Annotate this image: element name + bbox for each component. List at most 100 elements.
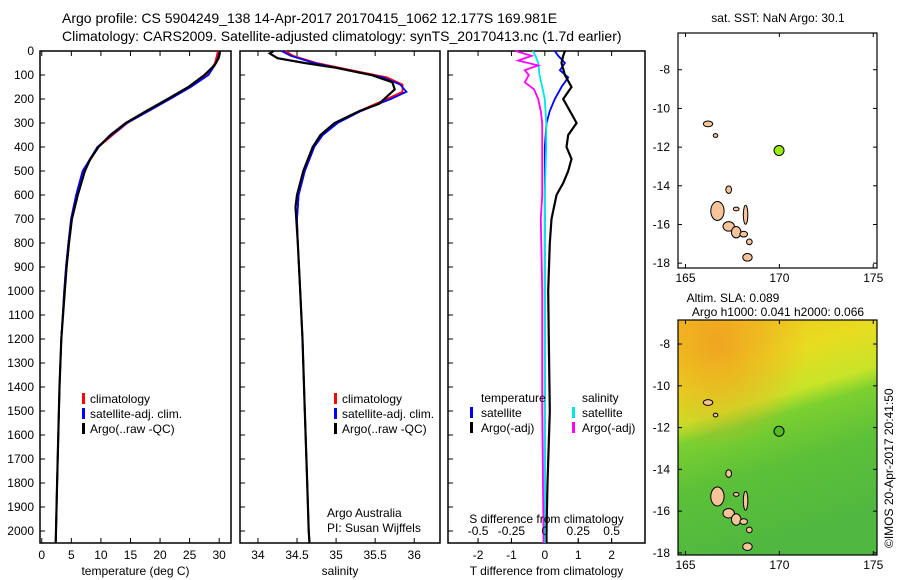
y-tick-label: -12 bbox=[653, 421, 671, 435]
series-line-salinity-argo-adj- bbox=[514, 50, 545, 543]
island bbox=[745, 526, 753, 534]
s-tick-label: 0.5 bbox=[603, 524, 620, 538]
map-frame bbox=[677, 319, 878, 556]
island bbox=[710, 486, 725, 507]
x-tick-label: 0 bbox=[541, 548, 548, 562]
legend-swatch bbox=[572, 407, 575, 418]
x-tick-label: 2 bbox=[608, 548, 615, 562]
y-tick-label: 1400 bbox=[7, 380, 34, 394]
x-tick-label: 25 bbox=[183, 548, 197, 562]
y-tick-label: 1600 bbox=[7, 428, 34, 442]
legend-label: satellite-adj. clim. bbox=[342, 407, 434, 421]
imos-credit: ©IMOS 20-Apr-2017 20:41:50 bbox=[882, 388, 896, 548]
y-tick-label: 1000 bbox=[7, 284, 34, 298]
legend-label: satellite-adj. clim. bbox=[90, 407, 182, 421]
s-axis-label: S difference from climatology bbox=[469, 512, 624, 526]
argo-location-marker bbox=[773, 145, 785, 157]
annotation-text: PI: Susan Wijffels bbox=[327, 521, 421, 535]
y-tick-label: -14 bbox=[653, 462, 671, 476]
island bbox=[730, 226, 742, 239]
y-tick-label: 1900 bbox=[7, 500, 34, 514]
s-tick-label: 0 bbox=[541, 524, 548, 538]
y-tick-label: -8 bbox=[659, 337, 670, 351]
x-tick-label: -2 bbox=[473, 548, 484, 562]
plot-frame bbox=[39, 50, 232, 544]
y-tick-label: -10 bbox=[653, 101, 671, 115]
panel-temperature bbox=[39, 50, 232, 544]
y-tick-label: 700 bbox=[14, 212, 34, 226]
title-line-1: Argo profile: CS 5904249_138 14-Apr-2017… bbox=[62, 10, 557, 26]
x-tick-label: 10 bbox=[94, 548, 108, 562]
x-tick-label: 36 bbox=[408, 548, 422, 562]
y-tick-label: 1800 bbox=[7, 476, 34, 490]
x-tick-label: 20 bbox=[153, 548, 167, 562]
y-tick-label: -18 bbox=[653, 546, 671, 560]
plot-frame bbox=[239, 50, 441, 544]
legend-label: satellite bbox=[582, 406, 623, 420]
island bbox=[742, 490, 749, 511]
panel-difference bbox=[447, 50, 646, 544]
x-tick-label: 35 bbox=[329, 548, 343, 562]
y-tick-label: -10 bbox=[653, 379, 671, 393]
x-tick-label: 35.5 bbox=[363, 548, 387, 562]
x-axis-label: salinity bbox=[322, 564, 359, 578]
y-tick-label: 800 bbox=[14, 236, 34, 250]
legend-swatch bbox=[334, 408, 337, 419]
y-tick-label: 200 bbox=[14, 92, 34, 106]
y-tick-label: 1700 bbox=[7, 452, 34, 466]
legend-swatch bbox=[82, 423, 85, 434]
series-line-argo-raw-qc- bbox=[54, 51, 221, 544]
legend-label: Argo(-adj) bbox=[582, 421, 635, 435]
legend-label: climatology bbox=[342, 392, 402, 406]
sla-field-high bbox=[678, 320, 877, 555]
panel-map-sla bbox=[677, 319, 878, 556]
y-tick-label: 1300 bbox=[7, 356, 34, 370]
island bbox=[732, 206, 740, 212]
legend-label: Argo(..raw -QC) bbox=[342, 422, 427, 436]
y-tick-label: 400 bbox=[14, 140, 34, 154]
panel-map-sst bbox=[677, 32, 878, 269]
x-tick-label: 30 bbox=[212, 548, 226, 562]
map-title: sat. SST: NaN Argo: 30.1 bbox=[711, 11, 845, 25]
x-tick-label: 170 bbox=[769, 271, 789, 285]
y-tick-label: 900 bbox=[14, 260, 34, 274]
legend-swatch bbox=[470, 407, 473, 418]
island bbox=[702, 120, 714, 128]
panel-salinity bbox=[239, 50, 441, 544]
island bbox=[732, 492, 740, 497]
island bbox=[742, 253, 753, 262]
legend-label: climatology bbox=[90, 392, 150, 406]
x-tick-label: 175 bbox=[863, 271, 883, 285]
x-tick-label: 0 bbox=[38, 548, 45, 562]
y-tick-label: 600 bbox=[14, 188, 34, 202]
s-tick-label: 0.25 bbox=[567, 524, 591, 538]
y-tick-label: -18 bbox=[653, 256, 671, 270]
legend-label: Argo(..raw -QC) bbox=[90, 422, 175, 436]
map-frame bbox=[677, 32, 878, 269]
island bbox=[739, 518, 749, 525]
island bbox=[725, 469, 733, 478]
annotation-text: Argo Australia bbox=[327, 506, 402, 520]
y-tick-label: 1500 bbox=[7, 404, 34, 418]
island bbox=[745, 238, 753, 246]
legend-swatch bbox=[470, 422, 473, 433]
legend-header-temperature: temperature bbox=[481, 391, 546, 405]
legend-swatch bbox=[334, 423, 337, 434]
island bbox=[725, 185, 733, 194]
series-line-temperature-argo-adj- bbox=[545, 50, 578, 543]
y-tick-label: 300 bbox=[14, 116, 34, 130]
x-tick-label: 165 bbox=[675, 271, 695, 285]
legend-swatch bbox=[334, 393, 337, 404]
x-tick-label: 15 bbox=[124, 548, 138, 562]
x-tick-label: 5 bbox=[68, 548, 75, 562]
y-tick-label: 100 bbox=[14, 68, 34, 82]
map-title-line-2: Argo h1000: 0.041 h2000: 0.066 bbox=[692, 305, 864, 319]
x-tick-label: 1 bbox=[575, 548, 582, 562]
title-line-2: Climatology: CARS2009. Satellite-adjuste… bbox=[62, 28, 622, 44]
island bbox=[712, 133, 719, 138]
legend-label: satellite bbox=[481, 406, 522, 420]
argo-location-marker bbox=[773, 425, 785, 437]
x-tick-label: -1 bbox=[506, 548, 517, 562]
island bbox=[702, 399, 714, 406]
